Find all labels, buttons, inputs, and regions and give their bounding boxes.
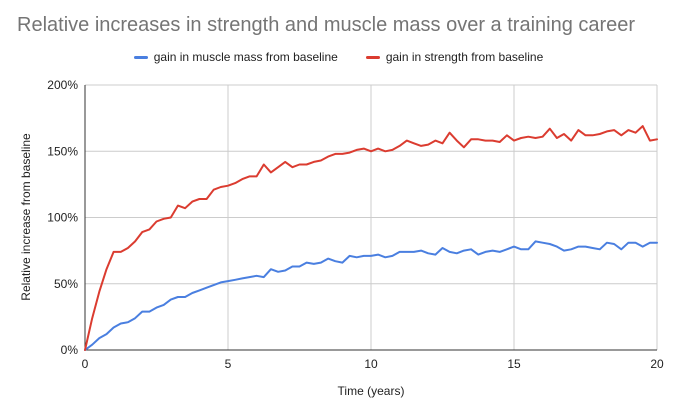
y-tick-label: 200% (47, 78, 78, 92)
x-tick-label: 20 (650, 357, 664, 371)
x-axis-label: Time (years) (338, 384, 405, 398)
x-tick-label: 10 (364, 357, 378, 371)
series-line-strength (84, 125, 658, 351)
y-tick-label: 150% (47, 144, 78, 158)
legend-swatch-muscle (133, 55, 148, 59)
legend-label-muscle: gain in muscle mass from baseline (153, 50, 338, 64)
y-axis-label: Relative increase from baseline (19, 133, 33, 301)
legend-label-strength: gain in strength from baseline (385, 50, 544, 64)
chart-legend: gain in muscle mass from baseline gain i… (0, 50, 677, 64)
x-tick-label: 0 (82, 357, 89, 371)
legend-swatch-strength (365, 55, 380, 59)
chart-title: Relative increases in strength and muscl… (17, 14, 636, 36)
grid (85, 84, 658, 350)
x-tick-label: 15 (507, 357, 521, 371)
legend-item-strength: gain in strength from baseline (365, 50, 544, 64)
series-line-muscle-mass (84, 240, 658, 351)
y-tick-label: 0% (61, 343, 79, 357)
axes: 0% 50% 100% 150% 200% 0 5 10 15 20 (47, 78, 664, 371)
x-tick-label: 5 (225, 357, 232, 371)
y-tick-label: 100% (47, 211, 78, 225)
series-group (84, 125, 658, 351)
y-tick-label: 50% (54, 277, 78, 291)
legend-item-muscle: gain in muscle mass from baseline (133, 50, 338, 64)
